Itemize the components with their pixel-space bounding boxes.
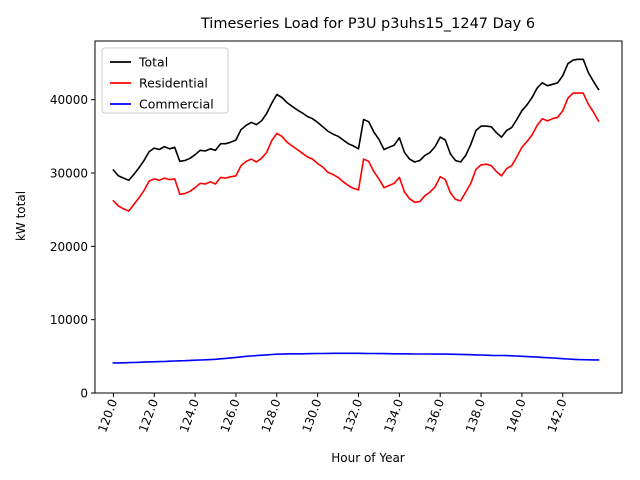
series-line-total — [112, 58, 600, 182]
series-line-commercial — [112, 352, 600, 364]
x-axis-label: Hour of Year — [331, 451, 405, 465]
y-tick-label: 30000 — [50, 167, 88, 181]
chart-title: Timeseries Load for P3U p3uhs15_1247 Day… — [200, 16, 535, 32]
legend-label: Residential — [139, 76, 208, 91]
y-tick-label: 10000 — [50, 313, 88, 327]
legend-label: Total — [138, 55, 168, 70]
series-line-residential — [112, 92, 600, 212]
y-tick-label: 40000 — [50, 93, 88, 107]
legend-box — [101, 47, 229, 114]
y-axis-label: kW total — [14, 191, 28, 241]
y-tick-label: 20000 — [50, 240, 88, 254]
legend-label: Commercial — [139, 97, 214, 112]
y-tick-label: 0 — [80, 387, 88, 401]
legend: Total Residential Commercial — [101, 47, 229, 114]
